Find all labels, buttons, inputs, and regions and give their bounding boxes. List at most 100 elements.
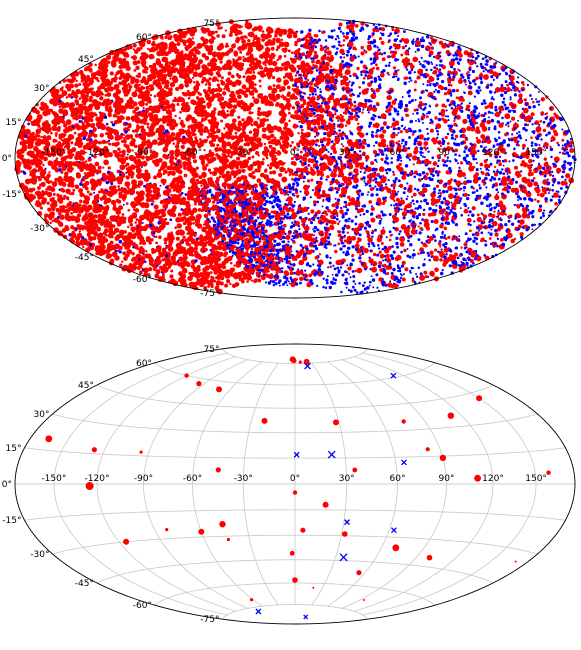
- red-point: [241, 250, 245, 254]
- red-point: [155, 241, 158, 245]
- blue-point: [333, 244, 335, 247]
- red-point: [271, 75, 276, 80]
- red-point: [307, 110, 310, 113]
- red-point: [455, 96, 459, 100]
- blue-point: [444, 115, 447, 118]
- blue-point: [275, 253, 279, 257]
- blue-point: [526, 83, 530, 87]
- red-point: [237, 115, 241, 119]
- red-point: [215, 71, 221, 76]
- red-point: [123, 93, 128, 97]
- blue-point: [412, 38, 415, 41]
- blue-point: [373, 44, 377, 48]
- red-point: [447, 179, 452, 185]
- blue-point: [363, 171, 366, 175]
- blue-point: [363, 281, 366, 284]
- red-point: [463, 80, 467, 84]
- blue-point: [544, 197, 548, 201]
- red-point: [200, 184, 203, 187]
- blue-point: [407, 146, 411, 150]
- blue-point: [467, 115, 471, 120]
- blue-point: [487, 231, 490, 234]
- red-point: [288, 119, 291, 123]
- blue-point: [309, 221, 314, 225]
- red-point: [413, 108, 417, 112]
- red-point: [252, 96, 255, 100]
- blue-point: [325, 281, 329, 285]
- red-point: [131, 55, 138, 61]
- red-point: [72, 211, 75, 214]
- red-point: [153, 204, 159, 210]
- red-point: [49, 221, 52, 225]
- red-point: [217, 199, 220, 202]
- red-point: [323, 210, 328, 215]
- blue-point: [388, 213, 392, 216]
- red-point: [283, 82, 287, 86]
- red-point: [221, 245, 228, 252]
- red-point: [166, 114, 173, 120]
- blue-point: [523, 197, 527, 201]
- blue-point: [266, 235, 269, 239]
- red-point: [354, 24, 359, 28]
- blue-point: [480, 221, 484, 225]
- blue-point: [499, 218, 503, 222]
- red-point: [342, 145, 345, 148]
- red-point: [203, 148, 206, 152]
- blue-point: [531, 123, 534, 126]
- red-point: [337, 233, 342, 238]
- blue-point: [433, 187, 437, 191]
- blue-point: [351, 258, 355, 262]
- red-point: [194, 136, 198, 140]
- red-point: [326, 175, 330, 179]
- blue-point: [422, 251, 426, 254]
- blue-point: [314, 246, 319, 251]
- red-point: [121, 149, 126, 154]
- blue-point: [446, 115, 450, 118]
- red-point: [118, 76, 123, 80]
- blue-point: [484, 112, 487, 115]
- blue-point: [465, 83, 467, 86]
- blue-point: [462, 185, 467, 190]
- blue-point: [412, 112, 415, 115]
- red-point: [245, 77, 252, 83]
- blue-point: [439, 59, 443, 63]
- red-point: [167, 261, 172, 266]
- blue-point: [397, 190, 400, 193]
- blue-point: [359, 170, 362, 173]
- red-point: [471, 149, 477, 155]
- blue-point: [305, 247, 309, 251]
- red-point: [151, 41, 156, 47]
- blue-point: [551, 170, 554, 174]
- red-point: [176, 103, 180, 106]
- blue-point: [309, 241, 313, 245]
- red-point: [148, 267, 153, 272]
- blue-point: [348, 80, 351, 83]
- blue-point: [340, 143, 343, 146]
- blue-point: [338, 129, 341, 132]
- blue-point: [321, 194, 324, 197]
- red-point: [166, 165, 169, 168]
- blue-point: [477, 149, 480, 153]
- blue-point: [400, 124, 404, 128]
- blue-point: [360, 192, 364, 196]
- blue-point: [503, 91, 508, 95]
- blue-point: [344, 211, 348, 216]
- blue-point: [278, 279, 282, 283]
- blue-point: [565, 151, 570, 155]
- blue-point: [501, 116, 504, 120]
- red-point: [343, 56, 346, 59]
- red-point: [220, 76, 224, 80]
- red-point: [437, 241, 442, 246]
- red-point: [121, 116, 125, 120]
- blue-point: [404, 44, 408, 48]
- blue-point: [417, 238, 421, 242]
- blue-point: [563, 152, 567, 156]
- blue-point: [360, 225, 363, 228]
- red-point: [554, 201, 558, 206]
- red-point: [233, 202, 237, 206]
- blue-point: [334, 37, 338, 41]
- blue-point: [506, 190, 510, 194]
- blue-point: [400, 197, 403, 200]
- blue-point: [430, 61, 433, 64]
- red-point: [259, 84, 262, 88]
